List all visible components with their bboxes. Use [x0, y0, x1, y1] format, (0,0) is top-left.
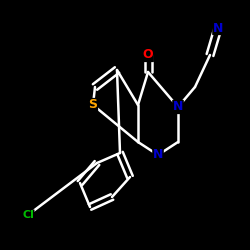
Text: Cl: Cl — [22, 210, 34, 220]
Text: S: S — [88, 98, 98, 112]
Text: N: N — [173, 100, 183, 114]
Text: N: N — [213, 22, 223, 35]
Text: N: N — [153, 148, 163, 162]
Text: O: O — [143, 48, 153, 62]
